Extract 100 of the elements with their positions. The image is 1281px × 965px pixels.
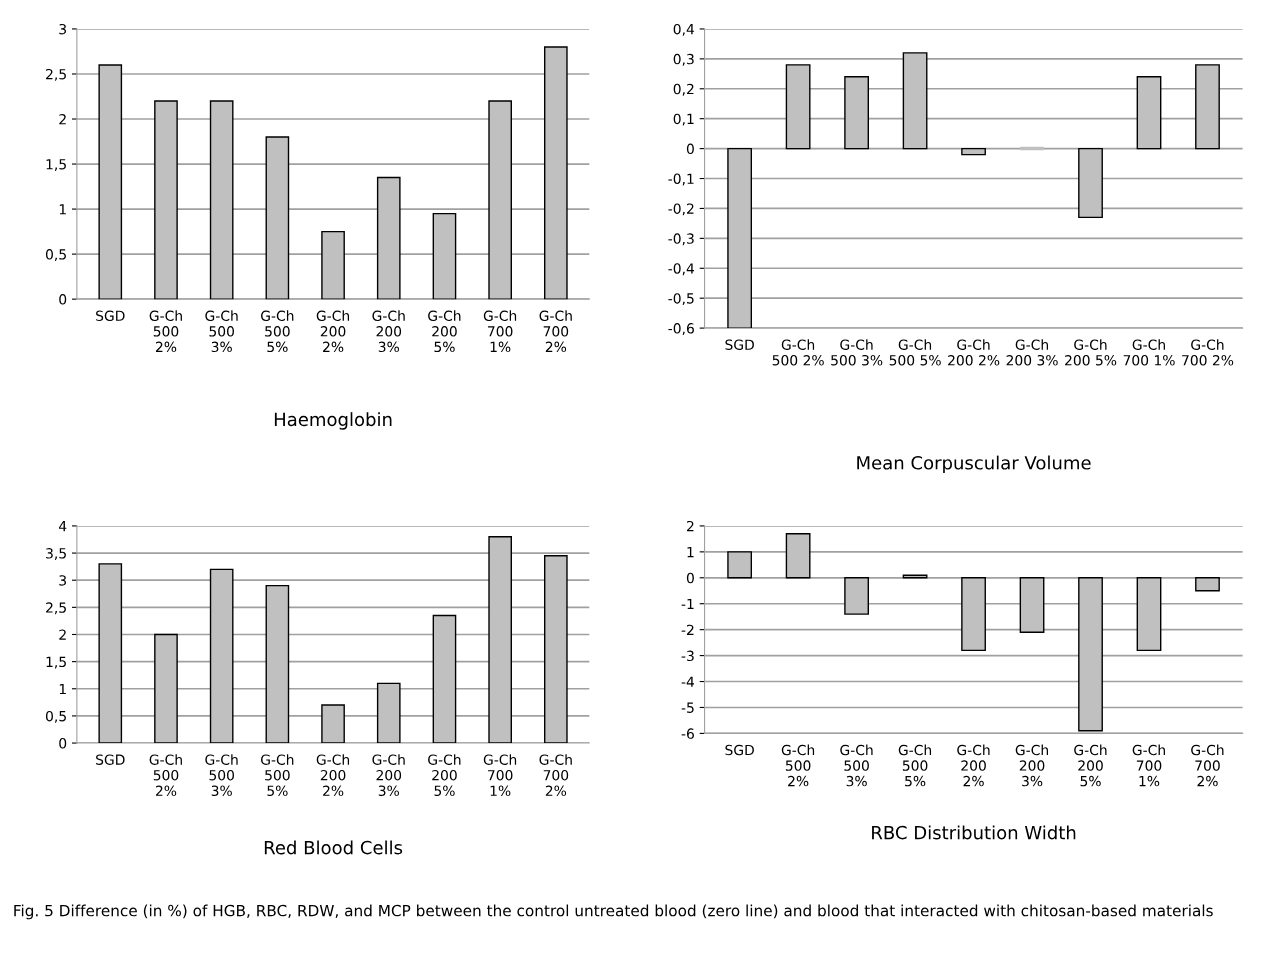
y-tick-label: 1,5: [46, 656, 66, 669]
bar: [1136, 577, 1162, 652]
y-tick-label: -0,6: [668, 323, 694, 335]
bar: [488, 100, 512, 300]
bar: [321, 704, 345, 744]
x-tick-label: G-Ch 700 1%: [483, 310, 517, 353]
bar: [209, 100, 234, 300]
bar: [1019, 577, 1045, 633]
y-tick-label: 0,1: [673, 113, 694, 126]
bar: [154, 633, 178, 744]
bar: [785, 64, 811, 150]
bar: [488, 536, 512, 744]
x-tick-label: G-Ch 500 3%: [840, 744, 873, 787]
y-tick-label: -5: [681, 702, 694, 713]
x-tick-label: G-Ch 200 5%: [428, 310, 461, 353]
y-tick-label: -0,4: [668, 263, 695, 276]
bar: [376, 176, 401, 300]
y-tick-label: 3: [59, 575, 67, 586]
y-tick-label: 0,3: [673, 53, 694, 66]
y-tick-label: -1: [681, 598, 694, 609]
x-tick-label: G-Ch 700 1%: [483, 754, 517, 797]
x-tick-label: G-Ch 700 2%: [1191, 744, 1224, 787]
bar: [432, 614, 457, 744]
x-tick-label: G-Ch 500 5%: [898, 744, 932, 787]
y-tick-label: 0: [59, 294, 67, 305]
x-tick-label: G-Ch 200 2%: [316, 310, 350, 353]
bar: [321, 230, 345, 300]
x-tick-label: G-Ch 500 5%: [889, 339, 941, 366]
bar: [1195, 577, 1220, 592]
y-tick-label: -4: [681, 676, 695, 687]
bar: [98, 563, 123, 744]
x-tick-label: G-Ch 500 3%: [205, 754, 238, 797]
bar: [961, 147, 986, 156]
bar: [1136, 76, 1162, 150]
bar: [544, 46, 568, 300]
y-tick-label: -2: [681, 624, 694, 635]
x-tick-label: G-Ch 700 1%: [1132, 744, 1165, 787]
bar: [844, 76, 869, 150]
y-tick-label: 0,4: [673, 23, 695, 36]
x-tick-label: G-Ch 500 2%: [781, 744, 815, 787]
y-tick-label: 0,2: [673, 83, 694, 96]
x-tick-label: G-Ch 500 3%: [831, 339, 883, 366]
y-tick-label: -0,3: [668, 233, 694, 246]
bar: [544, 555, 568, 744]
bar: [1078, 577, 1103, 732]
bar: [432, 212, 457, 300]
y-tick-label: 0: [686, 143, 694, 155]
bar: [785, 533, 811, 579]
y-tick-label: 2: [59, 629, 66, 640]
y-tick-label: -6: [681, 728, 694, 739]
bar: [844, 577, 869, 615]
x-tick-label: SGD: [725, 744, 754, 756]
bar: [154, 100, 178, 300]
x-tick-label: SGD: [96, 310, 125, 322]
bar: [1195, 64, 1220, 150]
bar: [727, 551, 753, 579]
y-tick-label: 0,5: [45, 249, 66, 262]
x-tick-label: G-Ch 700 2%: [1182, 339, 1234, 366]
bar: [902, 52, 928, 150]
x-tick-label: G-Ch 500 2%: [149, 754, 182, 797]
text: Haemoglobin: [274, 412, 392, 430]
x-tick-label: G-Ch 200 2%: [948, 339, 1000, 366]
x-tick-label: G-Ch 500 5%: [261, 754, 294, 797]
y-tick-label: 2,5: [46, 68, 66, 81]
x-tick-label: G-Ch 200 5%: [1065, 339, 1117, 366]
caption: Fig. 5 Difference (in %) of HGB, RBC, RDW, and MCP between the control untreated blood (zero line) and blood that interacted with chitosan-based materials: [14, 904, 1213, 920]
bar: [98, 64, 123, 300]
bar: [209, 568, 234, 744]
text: Red Blood Cells: [264, 840, 403, 855]
x-tick-label: G-Ch 200 3%: [1006, 339, 1058, 366]
x-tick-label: G-Ch 700 2%: [539, 310, 572, 353]
y-tick-label: 0: [59, 738, 67, 749]
x-tick-label: G-Ch 200 3%: [372, 310, 405, 353]
bar: [265, 584, 290, 744]
y-tick-label: 2: [59, 113, 66, 125]
x-tick-label: G-Ch 500 2%: [772, 339, 824, 366]
text: Mean Corpuscular Volume: [857, 455, 1091, 474]
y-tick-label: -0,5: [668, 293, 694, 306]
x-tick-label: G-Ch 500 2%: [149, 310, 182, 353]
x-tick-label: SGD: [725, 339, 754, 350]
y-tick-label: 0: [686, 572, 694, 584]
x-tick-label: G-Ch 200 2%: [957, 744, 990, 787]
x-tick-label: G-Ch 200 3%: [1015, 744, 1048, 787]
y-tick-label: 1: [59, 683, 66, 695]
y-tick-label: 0,5: [45, 710, 66, 723]
x-tick-label: G-Ch 200 3%: [372, 754, 405, 797]
x-tick-label: SGD: [96, 754, 125, 765]
y-tick-label: 4: [58, 521, 67, 532]
y-tick-label: 1,5: [46, 159, 66, 171]
y-tick-label: 3,5: [46, 548, 66, 560]
x-tick-label: G-Ch 200 5%: [1074, 744, 1107, 787]
x-tick-label: G-Ch 700 1%: [1123, 339, 1175, 366]
y-tick-label: 1: [59, 204, 66, 215]
bar: [265, 136, 290, 300]
y-tick-label: 2,5: [46, 602, 66, 615]
bar: [961, 577, 986, 652]
x-tick-label: G-Ch 700 2%: [539, 754, 572, 797]
x-tick-label: G-Ch 500 5%: [261, 310, 294, 353]
bar: [727, 147, 753, 329]
y-tick-label: 2: [687, 520, 694, 532]
